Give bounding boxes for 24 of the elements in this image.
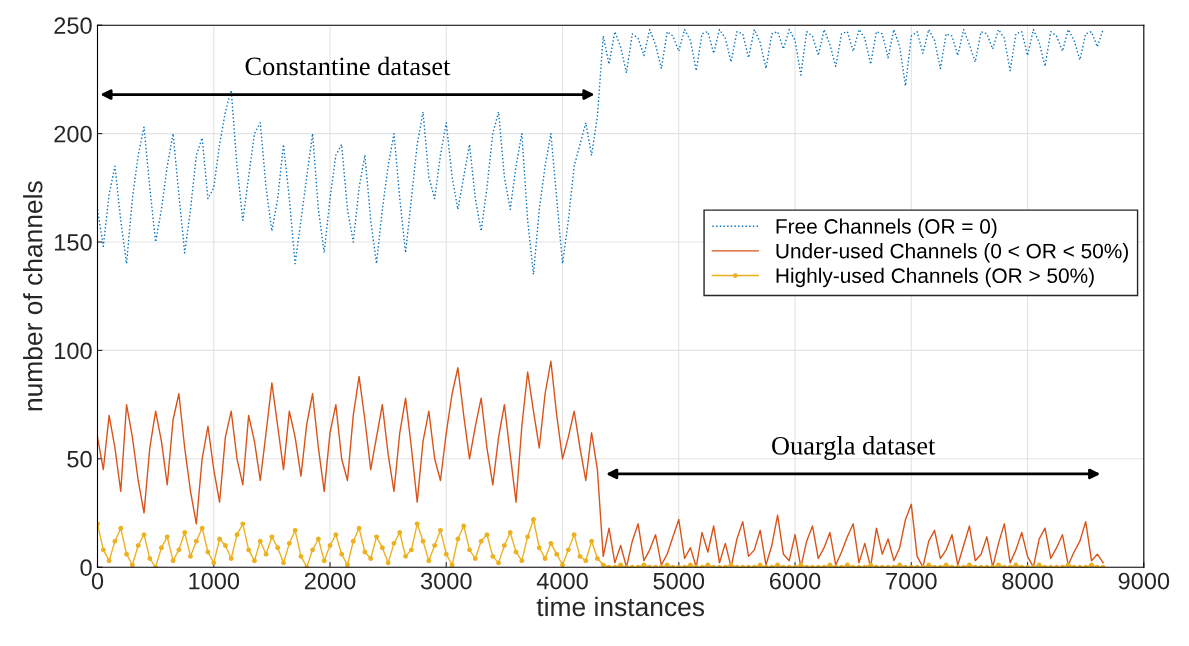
x-tick-label: 7000 xyxy=(886,572,937,590)
x-tick-label: 8000 xyxy=(1002,572,1053,590)
x-tick-label: 5000 xyxy=(653,572,705,590)
legend-label: Under-used Channels (0 < OR < 50%) xyxy=(776,243,1128,263)
x-tick-label: 0 xyxy=(91,572,104,590)
y-tick-label: 50 xyxy=(67,450,92,468)
legend-label: Free Channels (OR = 0) xyxy=(776,218,997,238)
x-tick-label: 3000 xyxy=(420,572,472,590)
y-tick-label: 250 xyxy=(54,17,92,34)
x-tick-label: 6000 xyxy=(769,572,821,590)
y-tick-label: 150 xyxy=(55,234,92,251)
line-series xyxy=(97,360,1104,568)
x-tick-label: 9000 xyxy=(1118,572,1170,590)
legend-label: Highly-used Channels (OR > 50%) xyxy=(776,267,1094,288)
y-tick-label: 0 xyxy=(80,559,92,576)
y-tick-label: 100 xyxy=(55,342,92,360)
y-axis-title: number of channels xyxy=(23,181,43,411)
x-axis-title: time instances xyxy=(536,596,705,617)
x-tick-label: 1000 xyxy=(189,572,240,590)
x-tick-label: 4000 xyxy=(536,572,588,590)
annotation: Constantine dataset xyxy=(245,56,451,76)
x-tick-label: 2000 xyxy=(304,572,356,590)
y-tick-label: 200 xyxy=(54,125,92,143)
annotation: Ouargla dataset xyxy=(772,436,936,461)
